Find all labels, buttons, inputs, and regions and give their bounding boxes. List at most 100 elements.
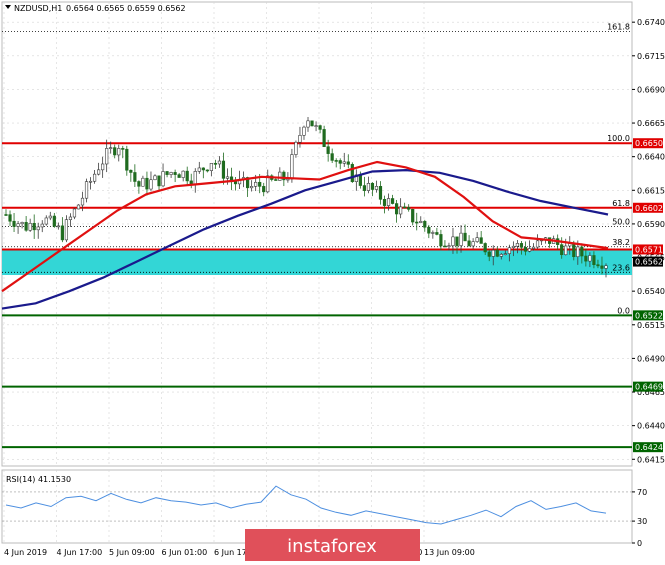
candle-body (447, 245, 451, 247)
candle-body (310, 120, 314, 127)
candle-body (584, 255, 588, 262)
candle-body (515, 243, 520, 247)
fib-level-label: 23.6 (612, 263, 630, 272)
rsi-title: RSI(14) 41.1530 (6, 475, 71, 484)
candle-body (338, 160, 342, 164)
candle-body (507, 247, 511, 254)
price-tick-label: 0.6540 (637, 287, 665, 296)
candle-body (439, 234, 443, 247)
candle-body (125, 148, 129, 171)
candle-body (511, 245, 515, 248)
main-plot-frame (1, 1, 633, 467)
candle-body (24, 222, 28, 231)
candle-body (209, 163, 213, 171)
candle-body (326, 146, 330, 154)
candle-body (519, 243, 524, 248)
candle-body (350, 164, 354, 182)
current-price-tag-bg (633, 256, 663, 267)
candle-body (121, 148, 125, 150)
time-tick-label: 5 Jun 09:00 (109, 548, 155, 557)
fib-level-label: 0.0 (617, 306, 630, 315)
level-tag-label: 0.6650 (635, 139, 663, 148)
symbol-label: NZDUSD,H1 (14, 4, 62, 13)
candle-body (233, 181, 238, 185)
candle-body (588, 255, 592, 262)
candle-body (294, 141, 298, 155)
candle-body (48, 215, 52, 219)
candle-body (213, 163, 217, 165)
candle-body (564, 245, 568, 256)
candle-body (278, 171, 282, 181)
candle-body (463, 232, 467, 242)
candle-body (193, 171, 197, 185)
ma-red-line (1, 160, 609, 293)
candle-body (443, 245, 447, 248)
candle-body (80, 197, 85, 206)
candle-body (386, 198, 391, 206)
candle-body (491, 249, 495, 257)
candle-body (314, 125, 318, 127)
level-tag-label: 0.6424 (635, 443, 663, 452)
candle-body (258, 181, 262, 187)
price-axis: 0.6740 0.6715 0.6690 0.6665 0.6640 0.6615 0.65… (632, 18, 665, 464)
candle-body (105, 148, 109, 165)
level-tag-label: 0.6602 (635, 204, 663, 213)
candle-body (302, 126, 306, 136)
time-tick-label: 4 Jun 2019 (4, 548, 47, 557)
candle-body (4, 214, 8, 216)
candle-body (403, 206, 407, 209)
candle-body (407, 207, 411, 210)
candle-body (250, 186, 254, 189)
moving-averages (1, 160, 609, 310)
dropdown-triangle-icon[interactable] (5, 5, 11, 9)
candle-body (8, 214, 12, 222)
candle-body (201, 167, 205, 171)
level-tag-bg (633, 310, 663, 321)
candle-body (141, 177, 145, 187)
fib-level-label: 161.8 (607, 23, 630, 32)
candle-body (535, 240, 540, 248)
candle-body (185, 170, 189, 182)
fib-level-label: 100.0 (607, 134, 630, 143)
ohlc-label: 0.6564 0.6565 0.6559 0.6562 (66, 4, 186, 13)
candle-body (604, 265, 608, 269)
price-tick-label: 0.6740 (637, 18, 665, 27)
price-tick-label: 0.6490 (637, 354, 665, 363)
candle-body (254, 181, 258, 187)
candle-body (173, 172, 177, 175)
candle-body (64, 219, 69, 241)
price-tick-label: 0.6415 (637, 455, 665, 464)
candle-body (378, 186, 383, 200)
price-tick-label: 0.6715 (637, 52, 665, 61)
brand-badge (245, 529, 420, 561)
brand-name: instaforex (287, 536, 377, 557)
candle-body (274, 179, 278, 181)
rsi-tick-label: 30 (637, 517, 647, 526)
candle-body (133, 172, 137, 182)
candle-body (12, 220, 16, 227)
candle-body (113, 147, 117, 156)
candle-body (592, 255, 596, 265)
ma-blue-line (1, 168, 609, 310)
candle-body (495, 249, 499, 257)
candle-body (411, 209, 415, 223)
candle-body (395, 203, 399, 215)
candle-body (483, 243, 487, 253)
candle-body (435, 232, 439, 235)
candle-body (189, 180, 193, 185)
candle-body (366, 183, 371, 191)
candle-body (16, 223, 20, 227)
current-price-tag-label: 0.6562 (635, 258, 663, 267)
candle-body (334, 160, 338, 162)
candle-body (358, 174, 362, 186)
candle-body (390, 198, 395, 204)
rsi-tick-label: 0 (637, 539, 642, 548)
candle-body (451, 236, 455, 246)
candle-body (72, 208, 77, 218)
candle-body (290, 154, 294, 180)
candle-body (109, 147, 113, 149)
candle-body (36, 226, 40, 231)
support-zone-fill (2, 249, 632, 276)
